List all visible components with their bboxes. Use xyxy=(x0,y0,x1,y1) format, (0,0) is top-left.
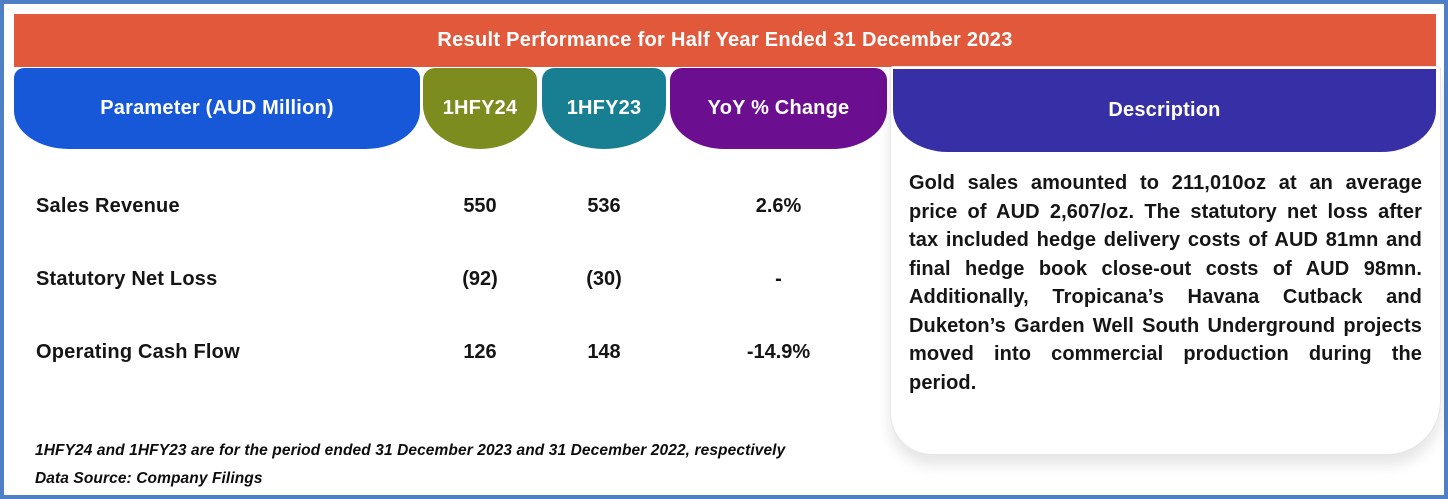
cell-statutory-net-loss-yoy: - xyxy=(775,268,782,290)
column-header-description-label: Description xyxy=(1108,99,1221,121)
page-title: Result Performance for Half Year Ended 3… xyxy=(437,29,1013,51)
description-card: Description Gold sales amounted to 211,0… xyxy=(890,66,1441,455)
cell-sales-revenue-1hfy24: 550 xyxy=(463,195,497,217)
row-label-statutory-net-loss: Statutory Net Loss xyxy=(36,268,218,290)
footnote-period-note: 1HFY24 and 1HFY23 are for the period end… xyxy=(35,442,786,459)
column-header-1hfy24: 1HFY24 xyxy=(423,68,537,149)
column-header-1hfy23-label: 1HFY23 xyxy=(566,97,642,119)
cell-statutory-net-loss-1hfy24: (92) xyxy=(462,268,498,290)
cell-operating-cash-flow-yoy: -14.9% xyxy=(746,341,811,363)
cell-operating-cash-flow-1hfy23: 148 xyxy=(587,341,621,363)
column-header-yoy-change-label: YoY % Change xyxy=(707,97,850,119)
column-header-1hfy23: 1HFY23 xyxy=(542,68,666,149)
title-bar: Result Performance for Half Year Ended 3… xyxy=(14,14,1436,67)
description-text: Gold sales amounted to 211,010oz at an a… xyxy=(909,172,1422,394)
cell-sales-revenue-yoy: 2.6% xyxy=(755,195,802,217)
cell-statutory-net-loss-1hfy23: (30) xyxy=(586,268,622,290)
column-header-yoy-change: YoY % Change xyxy=(670,68,887,149)
cell-sales-revenue-1hfy23: 536 xyxy=(587,195,621,217)
column-header-description: Description xyxy=(893,69,1436,152)
cell-operating-cash-flow-1hfy24: 126 xyxy=(463,341,497,363)
column-header-parameter-label: Parameter (AUD Million) xyxy=(100,97,334,119)
row-label-sales-revenue: Sales Revenue xyxy=(36,195,180,217)
row-label-operating-cash-flow: Operating Cash Flow xyxy=(36,341,240,363)
footnote-data-source: Data Source: Company Filings xyxy=(35,470,263,487)
column-header-parameter: Parameter (AUD Million) xyxy=(14,68,420,149)
column-header-1hfy24-label: 1HFY24 xyxy=(442,97,518,119)
